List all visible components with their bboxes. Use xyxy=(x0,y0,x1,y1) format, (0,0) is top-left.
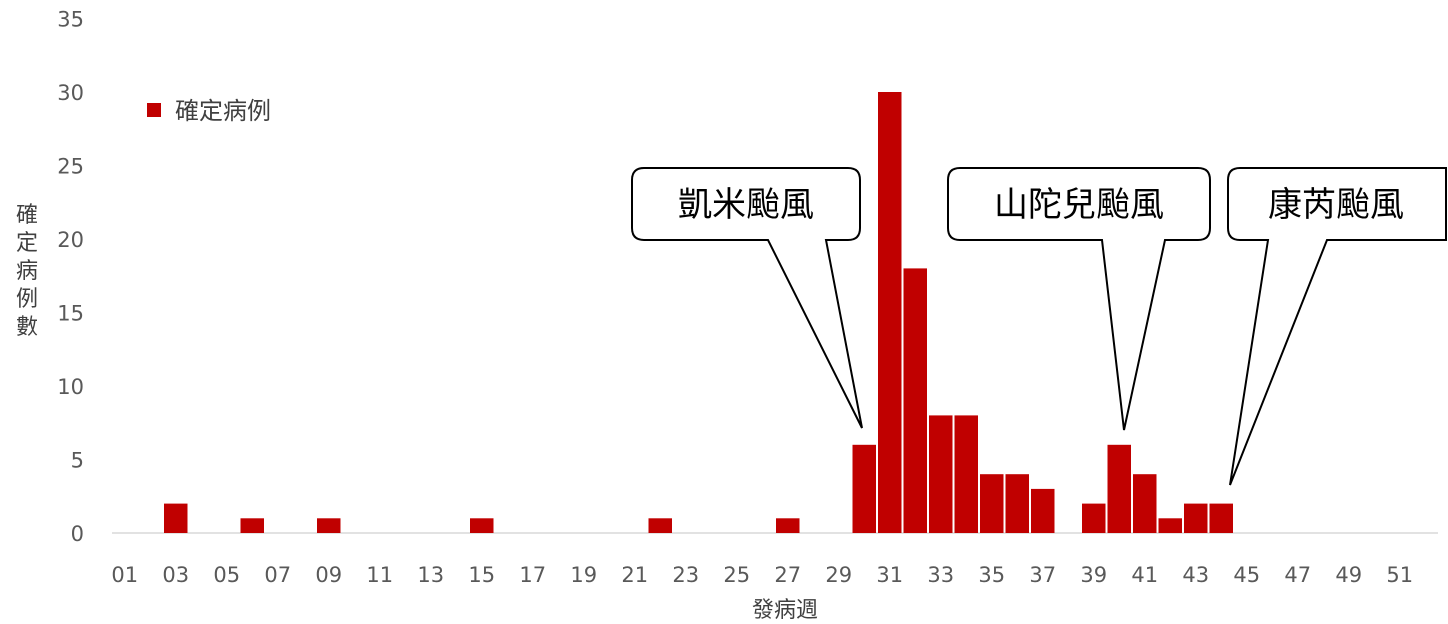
x-tick-label: 45 xyxy=(1233,563,1260,587)
bar-week-35 xyxy=(980,474,1004,533)
x-tick-label: 15 xyxy=(468,563,495,587)
x-tick-label: 01 xyxy=(111,563,138,587)
x-tick-label: 09 xyxy=(315,563,342,587)
callout-kaemi-shape xyxy=(631,167,863,429)
y-axis-title-char-2: 定 xyxy=(16,231,38,256)
bar-week-15 xyxy=(470,518,494,533)
bar-week-06 xyxy=(240,518,264,533)
y-tick-label: 20 xyxy=(57,228,84,252)
x-tick-label: 03 xyxy=(162,563,189,587)
bar-week-09 xyxy=(317,518,341,533)
x-tick-label: 13 xyxy=(417,563,444,587)
x-tick-label: 37 xyxy=(1029,563,1056,587)
bar-week-34 xyxy=(954,415,978,533)
x-tick-label: 11 xyxy=(366,563,393,587)
x-tick-label: 47 xyxy=(1284,563,1311,587)
bar-week-39 xyxy=(1082,503,1106,533)
x-tick-label: 43 xyxy=(1182,563,1209,587)
bar-week-36 xyxy=(1005,474,1029,533)
typhoon-callouts: 凱米颱風 山陀兒颱風 康芮颱風 xyxy=(631,167,1447,486)
x-tick-label: 35 xyxy=(978,563,1005,587)
x-tick-label: 41 xyxy=(1131,563,1158,587)
y-tick-label: 35 xyxy=(57,8,84,32)
y-tick-label: 25 xyxy=(57,155,84,179)
legend: 確定病例 xyxy=(147,97,271,125)
bar-week-43 xyxy=(1184,503,1208,533)
x-tick-label: 49 xyxy=(1335,563,1362,587)
y-axis-title-char-1: 確 xyxy=(16,203,38,228)
callout-kong-rey-shape xyxy=(1227,167,1447,486)
y-tick-label: 30 xyxy=(57,81,84,105)
x-tick-label: 25 xyxy=(723,563,750,587)
bars xyxy=(164,92,1233,533)
y-tick-label: 5 xyxy=(71,449,84,473)
legend-label: 確定病例 xyxy=(175,97,271,125)
callout-kaemi-text: 凱米颱風 xyxy=(678,185,814,225)
bar-week-31 xyxy=(878,92,902,533)
bar-week-27 xyxy=(776,518,800,533)
x-tick-label: 29 xyxy=(825,563,852,587)
x-tick-label: 05 xyxy=(213,563,240,587)
y-tick-label: 0 xyxy=(71,522,84,546)
y-axis-title-char-4: 例 xyxy=(16,287,38,312)
bar-week-33 xyxy=(929,415,953,533)
x-axis-title: 發病週 xyxy=(752,598,818,623)
x-axis-ticks: 01 03 05 07 09 11 13 15 17 19 21 23 25 27 29 31 33 35 37 39… xyxy=(111,563,1413,587)
legend-swatch xyxy=(147,103,161,117)
y-tick-label: 10 xyxy=(57,375,84,399)
x-tick-label: 39 xyxy=(1080,563,1107,587)
x-tick-label: 19 xyxy=(570,563,597,587)
bar-week-03 xyxy=(164,503,188,533)
bar-week-32 xyxy=(903,268,927,533)
bar-week-44 xyxy=(1209,503,1233,533)
y-axis-ticks: 0 5 10 15 20 25 30 35 xyxy=(57,8,84,547)
callout-krathon-text: 山陀兒颱風 xyxy=(994,185,1164,225)
bar-week-37 xyxy=(1031,488,1055,533)
y-axis-title: 確 定 病 例 數 xyxy=(16,203,38,340)
x-tick-label: 23 xyxy=(672,563,699,587)
x-tick-label: 27 xyxy=(774,563,801,587)
bar-week-41 xyxy=(1133,474,1157,533)
bar-week-22 xyxy=(648,518,672,533)
x-tick-label: 21 xyxy=(621,563,648,587)
x-tick-label: 17 xyxy=(519,563,546,587)
callout-kong-rey: 康芮颱風 xyxy=(1227,167,1447,486)
bar-week-42 xyxy=(1158,518,1182,533)
callout-kong-rey-text: 康芮颱風 xyxy=(1268,185,1404,225)
y-axis-title-char-5: 數 xyxy=(16,315,38,340)
x-tick-label: 51 xyxy=(1386,563,1413,587)
y-tick-label: 15 xyxy=(57,302,84,326)
callout-krathon-shape xyxy=(947,167,1211,431)
x-tick-label: 07 xyxy=(264,563,291,587)
y-axis-title-char-3: 病 xyxy=(16,259,38,284)
bar-week-30 xyxy=(852,444,876,533)
callout-kaemi: 凱米颱風 xyxy=(631,167,863,429)
callout-krathon: 山陀兒颱風 xyxy=(947,167,1211,431)
x-tick-label: 33 xyxy=(927,563,954,587)
x-tick-label: 31 xyxy=(876,563,903,587)
bar-week-40 xyxy=(1107,444,1131,533)
